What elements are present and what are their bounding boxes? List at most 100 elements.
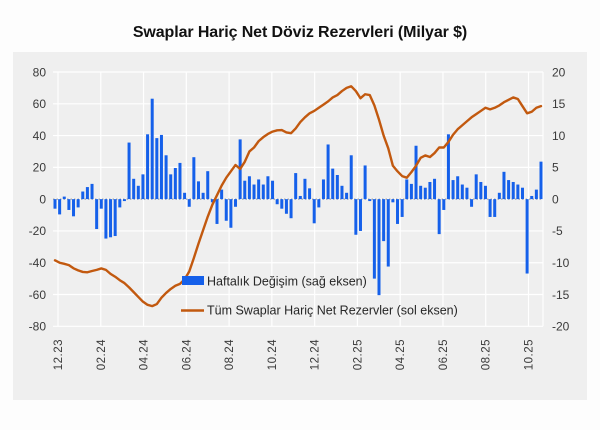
bar	[132, 178, 136, 200]
bar	[113, 199, 117, 237]
bar	[224, 199, 228, 221]
bar	[414, 145, 418, 200]
bar	[136, 185, 140, 200]
bar	[72, 199, 76, 217]
weekly-change-bars	[53, 98, 543, 296]
right-axis-tick: 5	[552, 161, 559, 175]
x-axis-tick: 02.24	[96, 339, 108, 370]
right-axis-tick: 15	[552, 97, 566, 111]
reserves-line	[53, 85, 543, 308]
bar	[234, 199, 238, 207]
left-axis-labels: 80 60 40 20 0 -20 -40 -60 -80	[29, 65, 47, 333]
x-axis-tick: 08.24	[224, 339, 236, 370]
bar	[164, 155, 168, 200]
bar	[252, 184, 256, 200]
left-axis-tick: -20	[29, 224, 47, 238]
bar	[497, 192, 501, 200]
bar	[81, 191, 85, 200]
bar	[321, 179, 325, 200]
bar	[308, 188, 312, 200]
x-axis-tick: 02.25	[352, 339, 364, 370]
bar	[520, 187, 524, 200]
x-axis-tick: 06.24	[181, 339, 193, 370]
bar	[345, 192, 349, 200]
bar	[183, 192, 187, 200]
bar	[317, 199, 321, 208]
x-axis-tick: 10.24	[267, 339, 279, 370]
bar	[474, 174, 478, 200]
bar	[298, 195, 302, 200]
bar	[266, 176, 270, 200]
left-axis-tick: -80	[29, 320, 47, 334]
bar	[358, 199, 362, 231]
x-axis-labels: 12.23 02.24 04.24 06.24 08.24 10.24 12.24 02.25…	[53, 339, 536, 370]
bar	[409, 183, 413, 200]
legend-bar-label: Haftalık Değişim (sağ eksen)	[207, 275, 367, 289]
bar	[155, 138, 159, 200]
bar	[169, 174, 173, 200]
bar	[419, 185, 423, 200]
bar	[511, 181, 515, 200]
bar	[109, 199, 113, 238]
x-axis-tick: 10.25	[524, 339, 536, 370]
bar	[201, 192, 205, 200]
bar	[104, 199, 108, 239]
bar	[502, 171, 506, 200]
bar	[289, 199, 293, 219]
bar	[122, 199, 126, 202]
bar	[507, 180, 511, 200]
bar	[446, 134, 450, 200]
bar	[525, 199, 529, 274]
bar	[428, 181, 432, 200]
bar	[396, 199, 400, 224]
bar	[261, 184, 265, 200]
bar	[340, 185, 344, 200]
bar	[76, 199, 80, 208]
bar	[437, 199, 441, 235]
bar	[539, 161, 543, 200]
left-axis-tick: 60	[33, 97, 47, 111]
bar	[58, 199, 62, 215]
left-axis-tick: 80	[33, 65, 47, 79]
bar	[284, 199, 288, 214]
x-axis-tick: 04.24	[139, 339, 151, 370]
bar	[127, 142, 131, 200]
bar	[391, 199, 395, 203]
bar	[530, 195, 534, 200]
bar	[386, 199, 390, 267]
bar	[326, 144, 330, 200]
right-axis-tick: -20	[552, 320, 570, 334]
x-axis-tick: 12.23	[53, 339, 65, 370]
bar	[187, 199, 191, 207]
x-axis-tick: 12.24	[310, 339, 322, 370]
bar	[62, 196, 66, 200]
bar	[534, 189, 538, 200]
bar	[423, 187, 427, 200]
bar	[220, 189, 224, 200]
bar	[349, 155, 353, 200]
bar	[368, 199, 372, 202]
bar	[178, 162, 182, 200]
right-axis-tick: 20	[552, 65, 566, 79]
bar	[294, 173, 298, 200]
left-axis-tick: 0	[39, 192, 46, 206]
bar	[372, 199, 376, 279]
bar	[354, 199, 358, 235]
bar	[456, 176, 460, 200]
legend-bar-swatch-icon	[182, 276, 204, 285]
bar	[400, 199, 404, 217]
bar	[229, 199, 233, 228]
bar	[451, 180, 455, 200]
left-axis-tick: -60	[29, 288, 47, 302]
legend: Haftalık Değişim (sağ eksen) Tüm Swaplar…	[181, 275, 458, 318]
legend-line-label: Tüm Swaplar Hariç Net Rezervler (sol eks…	[207, 304, 458, 318]
bar	[67, 199, 71, 210]
bar	[247, 176, 251, 200]
bar	[516, 184, 520, 200]
bar	[335, 174, 339, 200]
bar	[215, 199, 219, 224]
right-axis-tick: -10	[552, 256, 570, 270]
left-axis-tick: 40	[33, 129, 47, 143]
chart-title: Swaplar Hariç Net Döviz Rezervleri (Mily…	[133, 24, 467, 41]
